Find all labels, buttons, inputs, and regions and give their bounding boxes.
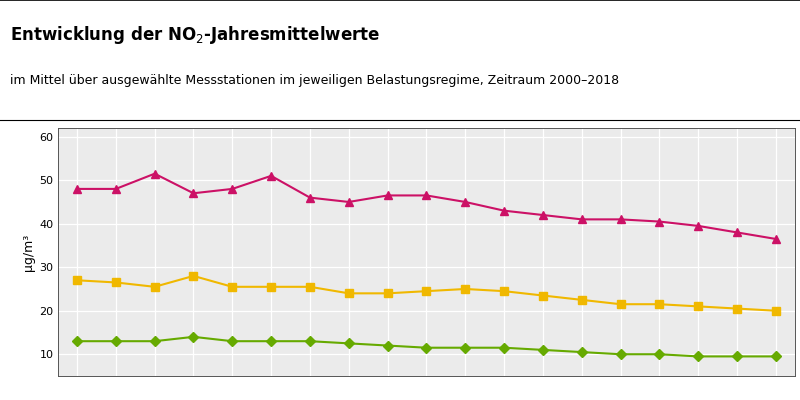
Text: Entwicklung der NO$_2$-Jahresmittelwerte: Entwicklung der NO$_2$-Jahresmittelwerte (10, 24, 380, 46)
Y-axis label: µg/m³: µg/m³ (22, 233, 35, 271)
Text: im Mittel über ausgewählte Messstationen im jeweiligen Belastungsregime, Zeitrau: im Mittel über ausgewählte Messstationen… (10, 74, 618, 87)
